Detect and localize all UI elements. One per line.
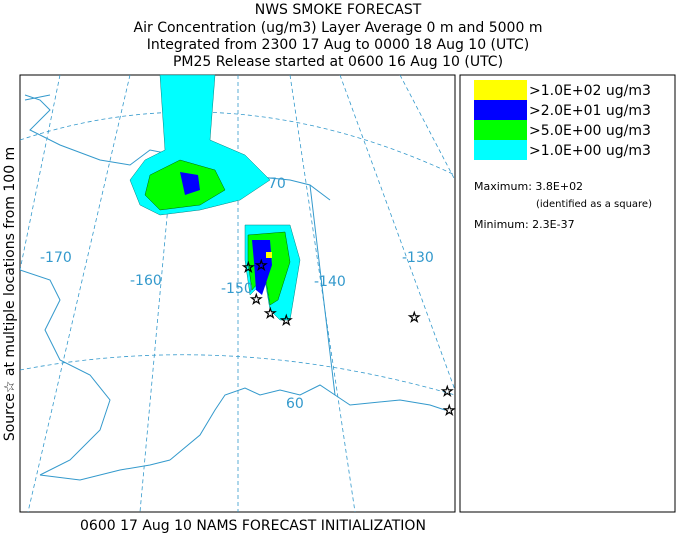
lon-label: -170 (40, 250, 72, 266)
legend-label: >2.0E+01 ug/m3 (529, 103, 651, 119)
legend-label: >1.0E+02 ug/m3 (529, 83, 651, 99)
svg-text:☆: ☆ (264, 306, 277, 322)
lat-label: 70 (268, 176, 286, 192)
legend-swatch (474, 120, 527, 140)
side-label: Source☆ at multiple locations from 100 m (2, 147, 18, 441)
legend-swatch (474, 140, 527, 160)
lon-label: -160 (130, 273, 162, 289)
legend-label: >5.0E+00 ug/m3 (529, 123, 651, 139)
max-note: (identified as a square) (536, 199, 652, 210)
legend-label: >1.0E+00 ug/m3 (529, 143, 651, 159)
svg-text:☆: ☆ (441, 384, 454, 400)
minimum: Minimum: 2.3E-37 (474, 218, 575, 231)
svg-text:☆: ☆ (408, 310, 421, 326)
subtitle: Integrated from 2300 17 Aug to 0000 18 A… (147, 37, 530, 53)
subtitle: PM25 Release started at 0600 16 Aug 10 (… (173, 54, 503, 70)
lon-label: -150 (221, 281, 253, 297)
svg-text:☆: ☆ (242, 260, 255, 276)
title: NWS SMOKE FORECAST (255, 2, 422, 18)
lon-label: -140 (314, 274, 346, 290)
lon-label: -130 (402, 250, 434, 266)
legend-swatch (474, 100, 527, 120)
subtitle: Air Concentration (ug/m3) Layer Average … (134, 20, 543, 36)
lat-label: 60 (286, 396, 304, 412)
legend-swatch (474, 80, 527, 100)
svg-text:☆: ☆ (255, 258, 268, 274)
maximum: Maximum: 3.8E+02 (474, 180, 583, 193)
map: ☆ ☆ ☆☆ ☆ ☆ ☆☆ -170 -160 -150 -140 -130 70 … (19, 74, 456, 513)
legend: Maximum: 3.8E+02 (identified as a square… (459, 74, 676, 513)
svg-text:☆: ☆ (280, 313, 293, 329)
svg-text:☆: ☆ (250, 292, 263, 308)
svg-text:☆: ☆ (443, 403, 456, 419)
footer: 0600 17 Aug 10 NAMS FORECAST INITIALIZAT… (80, 518, 426, 534)
